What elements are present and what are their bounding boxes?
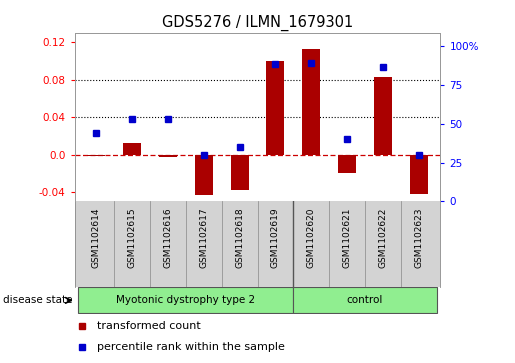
Text: GSM1102620: GSM1102620 bbox=[307, 207, 316, 268]
Text: GSM1102614: GSM1102614 bbox=[92, 207, 101, 268]
Text: GSM1102619: GSM1102619 bbox=[271, 207, 280, 268]
Bar bbox=[266, 61, 284, 155]
Text: GSM1102622: GSM1102622 bbox=[379, 207, 387, 268]
Text: GSM1102621: GSM1102621 bbox=[342, 207, 352, 268]
Title: GDS5276 / ILMN_1679301: GDS5276 / ILMN_1679301 bbox=[162, 15, 353, 31]
Bar bbox=[374, 77, 392, 155]
Text: Myotonic dystrophy type 2: Myotonic dystrophy type 2 bbox=[116, 295, 255, 305]
Text: GSM1102615: GSM1102615 bbox=[128, 207, 136, 268]
Text: GSM1102618: GSM1102618 bbox=[235, 207, 244, 268]
Text: disease state: disease state bbox=[3, 295, 72, 305]
Bar bbox=[78, 287, 294, 313]
Text: GSM1102616: GSM1102616 bbox=[163, 207, 173, 268]
Bar bbox=[159, 155, 177, 158]
Text: control: control bbox=[347, 295, 383, 305]
Bar bbox=[302, 49, 320, 155]
Bar bbox=[87, 155, 105, 156]
Bar bbox=[294, 287, 437, 313]
Bar bbox=[338, 155, 356, 173]
Bar bbox=[410, 155, 428, 194]
Text: transformed count: transformed count bbox=[97, 321, 200, 331]
Bar bbox=[195, 155, 213, 195]
Text: GSM1102623: GSM1102623 bbox=[414, 207, 423, 268]
Text: percentile rank within the sample: percentile rank within the sample bbox=[97, 342, 284, 351]
Text: GSM1102617: GSM1102617 bbox=[199, 207, 208, 268]
Bar bbox=[231, 155, 249, 190]
Bar bbox=[123, 143, 141, 155]
